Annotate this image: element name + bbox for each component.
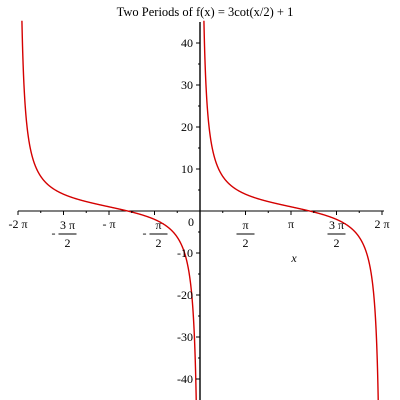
- y-tick-label: -30: [177, 330, 193, 344]
- y-tick-label: -10: [177, 246, 193, 260]
- x-tick-label: π: [288, 217, 294, 231]
- x-tick-label: π2: [236, 218, 255, 250]
- origin-label: 0: [188, 215, 194, 229]
- x-tick-label-text: π: [288, 217, 294, 231]
- axes: [18, 22, 384, 400]
- x-tick-label-sign: -: [52, 226, 56, 240]
- x-tick-label-denominator: 2: [334, 236, 340, 250]
- series-right-branch: [203, 20, 379, 400]
- x-tick-label-numerator: 3 π: [60, 218, 75, 232]
- x-tick-label: 2 π: [374, 217, 389, 231]
- chart-title: Two Periods of f(x) = 3cot(x/2) + 1: [117, 5, 294, 19]
- x-tick-label: 3 π2: [327, 218, 346, 250]
- y-tick-label: 30: [181, 78, 193, 92]
- plot-series: [21, 20, 379, 400]
- tick-marks: [17, 42, 383, 380]
- x-tick-label-denominator: 2: [243, 236, 249, 250]
- y-tick-label: 40: [181, 36, 193, 50]
- x-tick-label-sign: -: [143, 226, 147, 240]
- series-left-branch: [21, 20, 197, 400]
- x-tick-label-text: 2 π: [374, 217, 389, 231]
- x-tick-label-denominator: 2: [65, 236, 71, 250]
- x-tick-label: -2 π: [8, 217, 27, 231]
- x-tick-label-denominator: 2: [156, 236, 162, 250]
- x-tick-label-numerator: π: [155, 218, 161, 232]
- x-tick-label: -π 2: [143, 218, 168, 250]
- x-tick-label-text: -2 π: [8, 217, 27, 231]
- x-tick-label: -3 π 2: [52, 218, 77, 250]
- x-tick-label: - π: [102, 217, 115, 231]
- x-tick-label-numerator: π: [242, 218, 248, 232]
- y-tick-label: -20: [177, 288, 193, 302]
- x-tick-label-numerator: 3 π: [329, 218, 344, 232]
- y-tick-label: 20: [181, 120, 193, 134]
- y-tick-label: -40: [177, 372, 193, 386]
- x-axis-label: x: [290, 251, 297, 265]
- y-tick-label: 10: [181, 162, 193, 176]
- x-tick-label-text: - π: [102, 217, 115, 231]
